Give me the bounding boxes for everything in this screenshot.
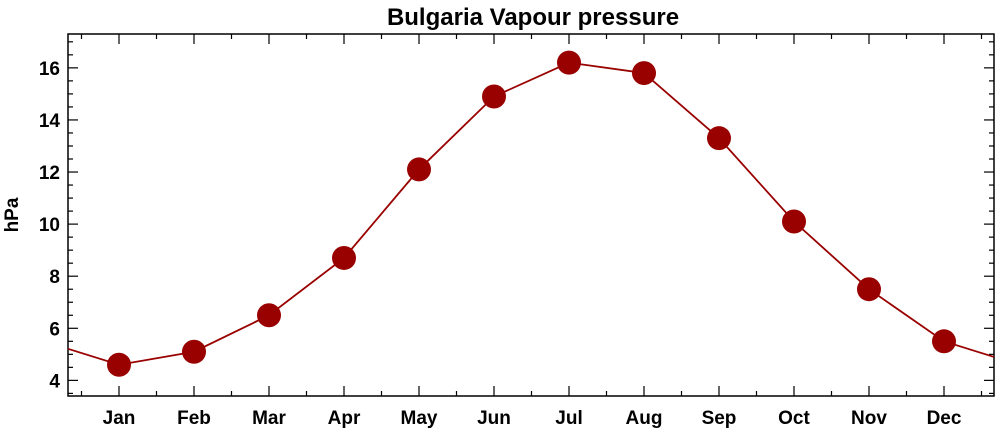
x-tick-label: Jan bbox=[103, 408, 136, 429]
y-tick-label: 14 bbox=[39, 111, 61, 132]
x-tick-label: Jul bbox=[555, 408, 582, 429]
x-tick-label: Feb bbox=[177, 408, 211, 429]
x-tick-label: Jun bbox=[477, 408, 511, 429]
y-tick-labels: 4 6 8 10 12 14 16 bbox=[39, 59, 61, 393]
plot-frame bbox=[67, 33, 995, 397]
y-tick-label: 10 bbox=[39, 215, 60, 236]
data-point bbox=[557, 50, 581, 75]
axis-ticks bbox=[68, 34, 994, 396]
x-tick-label: Oct bbox=[778, 408, 810, 429]
x-tick-label: Mar bbox=[252, 408, 286, 429]
x-tick-label: Sep bbox=[702, 408, 737, 429]
y-tick-label: 4 bbox=[49, 371, 60, 392]
data-point bbox=[257, 303, 281, 328]
data-point bbox=[407, 157, 431, 182]
x-tick-labels: Jan Feb Mar Apr May Jun Jul Aug Sep Oct Nov Dec bbox=[103, 408, 962, 429]
data-point bbox=[707, 126, 731, 151]
data-markers bbox=[107, 50, 956, 377]
data-point bbox=[782, 209, 806, 234]
x-tick-label: Apr bbox=[328, 408, 361, 429]
data-point bbox=[182, 339, 206, 364]
x-tick-label: May bbox=[401, 408, 438, 429]
series-line bbox=[67, 61, 995, 366]
y-tick-label: 8 bbox=[49, 267, 60, 288]
data-point bbox=[632, 61, 656, 86]
y-tick-label: 12 bbox=[39, 163, 60, 184]
chart-title: Bulgaria Vapour pressure bbox=[387, 4, 679, 31]
x-tick-label: Dec bbox=[927, 408, 962, 429]
data-point bbox=[332, 245, 356, 270]
y-axis-label: hPa bbox=[2, 197, 23, 232]
data-point bbox=[482, 84, 506, 109]
y-tick-label: 16 bbox=[39, 59, 60, 80]
data-point bbox=[107, 352, 131, 377]
data-point bbox=[857, 277, 881, 302]
x-tick-label: Nov bbox=[851, 408, 887, 429]
y-tick-label: 6 bbox=[49, 319, 60, 340]
data-point bbox=[932, 329, 956, 354]
x-tick-label: Aug bbox=[626, 408, 663, 429]
